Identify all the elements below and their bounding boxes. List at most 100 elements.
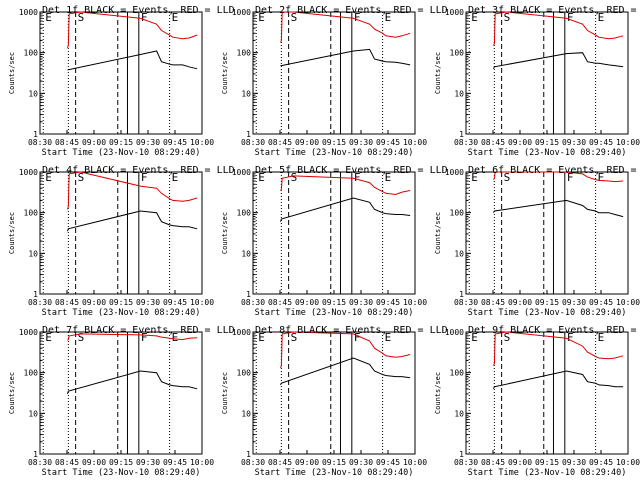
panel-title: Det 6f BLACK = Events, RED = LLD — [468, 165, 640, 176]
x-axis-label: Start Time (23-Nov-10 08:29:40) — [255, 468, 414, 478]
x-tick-label: 09:15 — [109, 298, 133, 307]
y-tick-label: 1 — [246, 290, 251, 299]
y-tick-label: 1000 — [19, 168, 38, 177]
y-tick-label: 100 — [237, 209, 252, 218]
event-marker-label: E — [598, 11, 605, 24]
x-tick-label: 08:30 — [454, 138, 478, 147]
x-tick-label: 08:45 — [268, 458, 292, 467]
x-tick-label: 08:45 — [55, 458, 79, 467]
y-axis-label: Counts/sec — [221, 372, 229, 414]
x-tick-label: 09:00 — [295, 138, 319, 147]
events-series-line — [280, 48, 411, 67]
event-marker-label: S — [78, 11, 85, 24]
detector-panel-1: E S F E 08:30 08:45 09:00 09:15 09:30 09:45 10:00 1… — [8, 5, 235, 158]
x-tick-label: 09:15 — [535, 298, 559, 307]
event-marker-label: E — [471, 171, 478, 184]
lld-series-line — [67, 11, 198, 49]
y-tick-label: 10 — [241, 89, 251, 98]
plot-frame — [252, 11, 416, 135]
y-axis-label: Counts/sec — [434, 372, 442, 414]
event-marker-label: E — [172, 171, 179, 184]
plot-frame — [465, 171, 629, 295]
y-axis-label: Counts/sec — [434, 52, 442, 94]
y-tick-label: 1 — [33, 450, 38, 459]
panel-title: Det 3f BLACK = Events, RED = LLD — [468, 5, 640, 16]
lld-series-line — [493, 331, 624, 366]
x-tick-label: 09:15 — [535, 138, 559, 147]
y-tick-label: 1000 — [232, 168, 251, 177]
detector-panel-5: E S F E 08:30 08:45 09:00 09:15 09:30 09:45 10:00 1… — [221, 165, 448, 318]
event-marker-label: E — [45, 331, 52, 344]
events-series-line — [493, 199, 624, 218]
detector-panel-4: E S F E 08:30 08:45 09:00 09:15 09:30 09:45 10:00 1… — [8, 165, 235, 318]
x-tick-label: 10:00 — [190, 298, 214, 307]
x-tick-label: 09:45 — [163, 298, 187, 307]
x-tick-label: 09:00 — [82, 138, 106, 147]
x-tick-label: 09:30 — [349, 138, 373, 147]
y-tick-label: 10 — [28, 89, 38, 98]
lld-series-line — [493, 11, 624, 46]
y-tick-label: 100 — [450, 209, 465, 218]
y-tick-label: 1 — [246, 130, 251, 139]
plot-frame — [39, 11, 203, 135]
event-marker-label: S — [78, 331, 85, 344]
lld-series-line — [67, 333, 198, 341]
events-series-line — [493, 52, 624, 70]
event-marker-label: F — [141, 171, 148, 184]
x-tick-label: 09:45 — [376, 458, 400, 467]
y-tick-label: 1 — [459, 290, 464, 299]
y-tick-label: 1000 — [445, 168, 464, 177]
x-tick-label: 09:00 — [82, 298, 106, 307]
x-tick-label: 09:30 — [136, 458, 160, 467]
y-tick-label: 10 — [454, 409, 464, 418]
detector-panel-9: E S F E 08:30 08:45 09:00 09:15 09:30 09:45 10:00 1… — [434, 325, 640, 478]
y-tick-label: 1000 — [19, 328, 38, 337]
y-tick-label: 10 — [454, 249, 464, 258]
x-tick-label: 10:00 — [190, 138, 214, 147]
x-axis-label: Start Time (23-Nov-10 08:29:40) — [468, 468, 627, 478]
event-marker-label: F — [567, 171, 574, 184]
x-axis-label: Start Time (23-Nov-10 08:29:40) — [468, 308, 627, 318]
y-tick-label: 1000 — [445, 8, 464, 17]
y-tick-label: 100 — [237, 369, 252, 378]
x-tick-label: 09:30 — [349, 458, 373, 467]
panel-title: Det 7f BLACK = Events, RED = LLD — [42, 325, 235, 336]
y-tick-label: 100 — [450, 369, 465, 378]
x-axis-label: Start Time (23-Nov-10 08:29:40) — [42, 468, 201, 478]
x-tick-label: 08:30 — [454, 298, 478, 307]
x-tick-label: 08:45 — [481, 138, 505, 147]
event-marker-label: S — [291, 171, 298, 184]
y-tick-label: 1000 — [232, 328, 251, 337]
lld-series-line — [280, 175, 411, 196]
detector-panel-6: E S F E 08:30 08:45 09:00 09:15 09:30 09:45 10:00 1… — [434, 165, 640, 318]
event-marker-label: S — [291, 331, 298, 344]
x-tick-label: 09:15 — [322, 298, 346, 307]
x-tick-label: 08:30 — [28, 298, 52, 307]
event-marker-label: F — [141, 11, 148, 24]
x-tick-label: 08:30 — [28, 458, 52, 467]
y-tick-label: 10 — [241, 409, 251, 418]
event-marker-label: E — [471, 331, 478, 344]
lld-series-line — [67, 171, 198, 210]
y-tick-label: 1000 — [19, 8, 38, 17]
panel-title: Det 1f BLACK = Events, RED = LLD — [42, 5, 235, 16]
event-marker-label: E — [471, 11, 478, 24]
y-axis-label: Counts/sec — [221, 212, 229, 254]
x-tick-label: 08:45 — [481, 458, 505, 467]
y-tick-label: 100 — [24, 49, 39, 58]
y-tick-label: 1000 — [445, 328, 464, 337]
event-marker-label: E — [45, 11, 52, 24]
plot-frame — [39, 171, 203, 295]
x-tick-label: 09:15 — [109, 138, 133, 147]
y-tick-label: 1000 — [232, 8, 251, 17]
x-tick-label: 09:15 — [322, 138, 346, 147]
x-tick-label: 09:30 — [349, 298, 373, 307]
plot-frame — [39, 331, 203, 455]
x-axis-label: Start Time (23-Nov-10 08:29:40) — [42, 308, 201, 318]
x-tick-label: 10:00 — [403, 458, 427, 467]
x-tick-label: 09:00 — [295, 298, 319, 307]
x-tick-label: 09:00 — [508, 458, 532, 467]
detector-panel-8: E S F E 08:30 08:45 09:00 09:15 09:30 09:45 10:00 1… — [221, 325, 448, 478]
x-axis-label: Start Time (23-Nov-10 08:29:40) — [255, 148, 414, 158]
event-marker-label: F — [567, 331, 574, 344]
